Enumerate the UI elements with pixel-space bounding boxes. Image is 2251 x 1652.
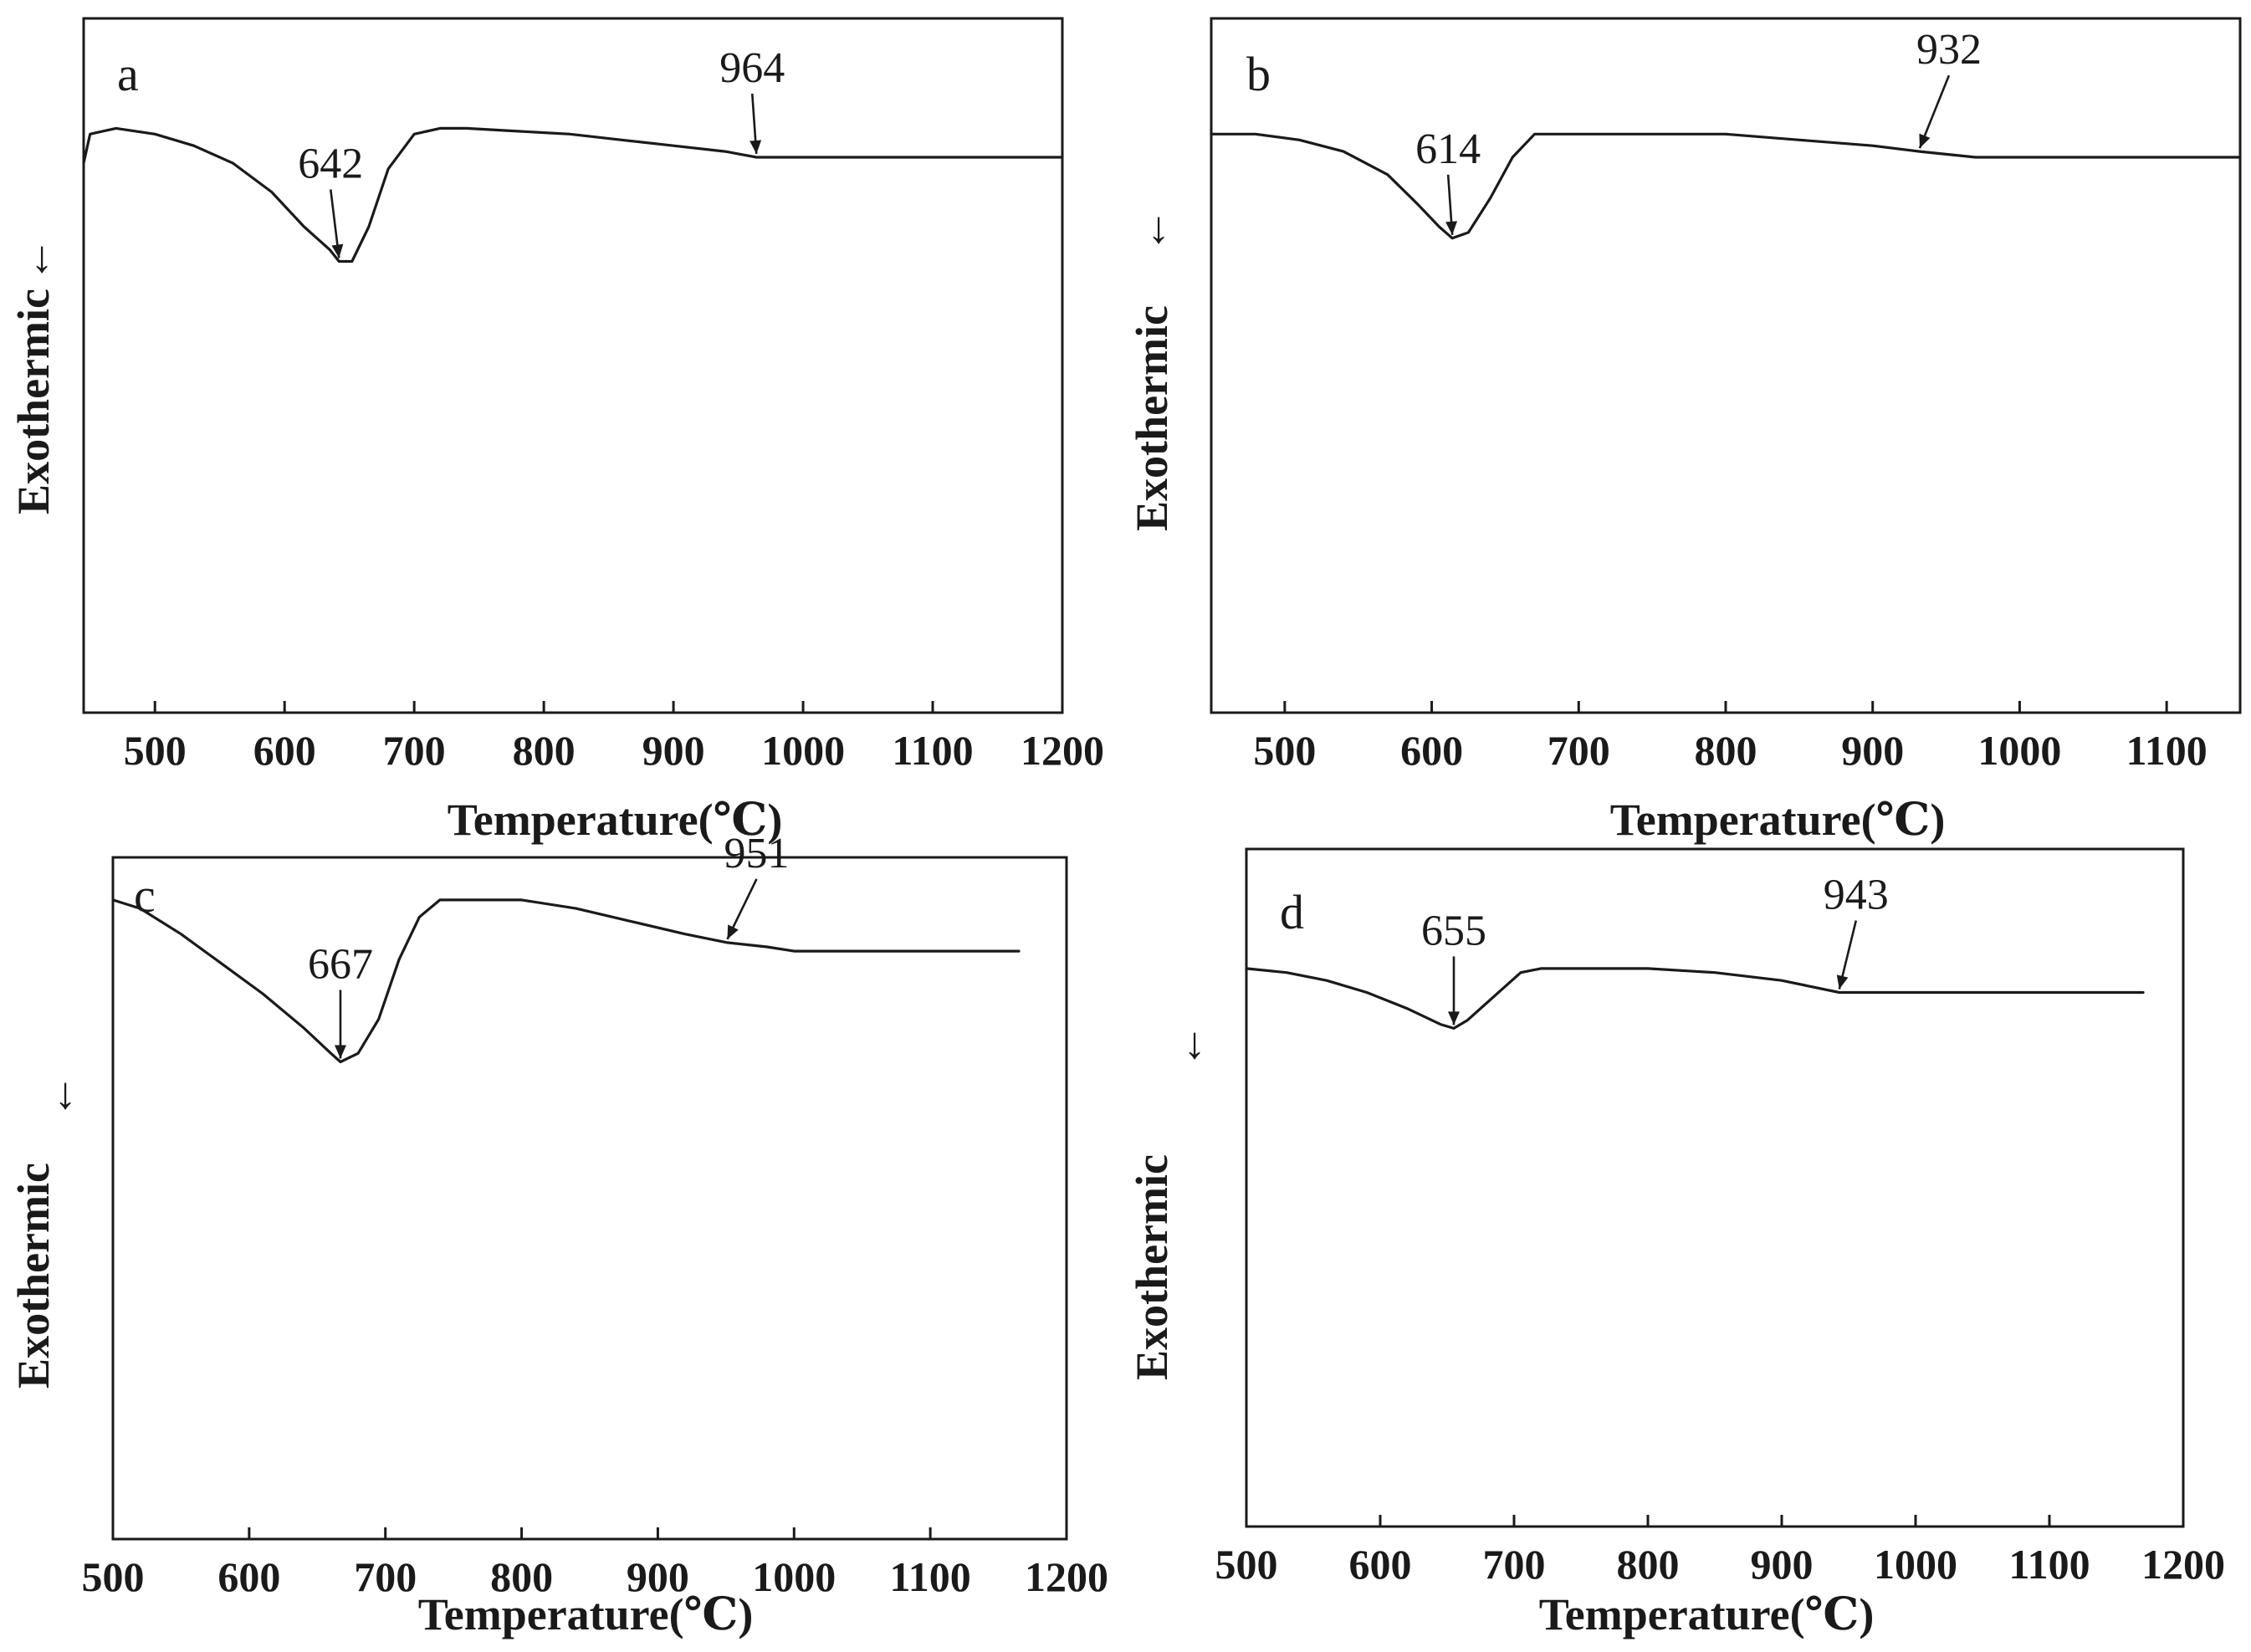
x-tick-label: 1200	[2141, 1541, 2225, 1588]
x-tick-label: 1100	[890, 1553, 971, 1600]
y-axis-title: Exothermic	[8, 1163, 59, 1389]
peak-arrow-head	[1836, 974, 1849, 990]
x-tick-label: 800	[1617, 1541, 1680, 1588]
panel-label: c	[134, 868, 156, 923]
x-axis-title: Temperature(℃)	[418, 1589, 754, 1639]
x-tick-label: 1200	[1021, 727, 1104, 774]
dta-curve	[82, 126, 1064, 263]
x-tick-label: 600	[1349, 1541, 1412, 1588]
x-tick-label: 800	[513, 727, 576, 774]
panel-b: 500 600 700 800 900 1000 1100 614 932 b Tempera…	[1127, 17, 2242, 845]
y-direction-arrow: ↓	[31, 232, 54, 282]
annotations: 642 964	[298, 44, 785, 258]
peak-label: 951	[724, 830, 789, 877]
x-tick-label: 700	[354, 1553, 417, 1600]
peak-arrow-head	[331, 243, 344, 258]
x-tick-label: 1100	[2126, 727, 2208, 774]
x-tick-label: 700	[383, 727, 446, 774]
x-ticks: 500 600 700 800 900 1000 1100 1200	[124, 701, 1104, 774]
x-tick-label: 800	[490, 1553, 553, 1600]
x-tick-label: 600	[217, 1553, 280, 1600]
x-ticks: 500 600 700 800 900 1000 1100	[1253, 701, 2208, 774]
panel-d: 500 600 700 800 900 1000 1100 1200 655 943 d Tem…	[1127, 847, 2225, 1639]
annotations: 614 932	[1415, 26, 1982, 235]
peak-label: 614	[1415, 125, 1481, 173]
x-tick-label: 900	[642, 727, 705, 774]
peak-arrow-head	[1448, 1011, 1460, 1025]
x-tick-label: 1100	[892, 727, 973, 774]
peak-arrow-head	[727, 924, 739, 939]
y-direction-arrow: ↓	[1184, 1018, 1206, 1068]
peak-label: 655	[1421, 907, 1486, 954]
x-axis-title: Temperature(℃)	[1610, 795, 1946, 845]
x-tick-label: 1000	[752, 1553, 836, 1600]
peak-label: 642	[298, 141, 363, 188]
peak-label: 964	[719, 44, 785, 92]
peak-label: 667	[308, 941, 373, 989]
y-direction-arrow: ↓	[1148, 202, 1170, 253]
panel-label: a	[117, 47, 139, 101]
y-axis-title: Exothermic	[8, 289, 59, 514]
x-tick-label: 700	[1483, 1541, 1546, 1588]
panel-label: b	[1246, 47, 1271, 101]
x-tick-label: 1100	[2008, 1541, 2090, 1588]
plot-frame	[1245, 847, 2185, 1528]
peak-arrow-head	[749, 140, 762, 154]
dta-curve	[111, 898, 1021, 1064]
dta-curve	[1210, 132, 2242, 240]
x-tick-label: 500	[1215, 1541, 1278, 1588]
peak-arrow-head	[1445, 221, 1458, 235]
panel-label: d	[1280, 885, 1304, 939]
x-tick-label: 1200	[1025, 1553, 1108, 1600]
x-tick-label: 700	[1548, 727, 1610, 774]
x-tick-label: 500	[124, 727, 187, 774]
x-ticks: 500 600 700 800 900 1000 1100 1200	[1215, 1515, 2225, 1588]
plot-frame	[111, 856, 1068, 1541]
x-axis-title: Temperature(℃)	[1539, 1589, 1875, 1639]
x-tick-label: 900	[1751, 1541, 1814, 1588]
annotations: 667 951	[308, 830, 789, 1059]
peak-arrow-head	[334, 1045, 346, 1059]
peak-label: 943	[1824, 872, 1889, 919]
x-tick-label: 500	[82, 1553, 145, 1600]
x-tick-label: 1000	[1977, 727, 2061, 774]
x-tick-label: 500	[1253, 727, 1316, 774]
panel-c: 500 600 700 800 900 1000 1100 1200 667 951 c Tem…	[8, 830, 1108, 1639]
peak-arrow-head	[1919, 133, 1931, 149]
panel-a: 500 600 700 800 900 1000 1100 1200 642 964 a Tem…	[8, 17, 1104, 845]
y-direction-arrow: ↓	[54, 1068, 77, 1118]
x-tick-label: 1000	[761, 727, 845, 774]
x-ticks: 500 600 700 800 900 1000 1100 1200	[82, 1527, 1108, 1600]
dta-curve	[1245, 967, 2145, 1030]
x-tick-label: 600	[253, 727, 316, 774]
plot-frame	[82, 17, 1064, 714]
x-tick-label: 900	[627, 1553, 689, 1600]
x-tick-label: 600	[1400, 727, 1463, 774]
y-axis-title: Exothermic	[1127, 305, 1177, 531]
x-tick-label: 900	[1841, 727, 1904, 774]
y-axis-title: Exothermic	[1127, 1154, 1177, 1380]
peak-label: 932	[1916, 26, 1982, 74]
x-tick-label: 800	[1695, 727, 1757, 774]
plot-frame	[1210, 17, 2242, 714]
x-tick-label: 1000	[1874, 1541, 1957, 1588]
x-axis-title: Temperature(℃)	[448, 795, 783, 845]
annotations: 655 943	[1421, 872, 1889, 1025]
